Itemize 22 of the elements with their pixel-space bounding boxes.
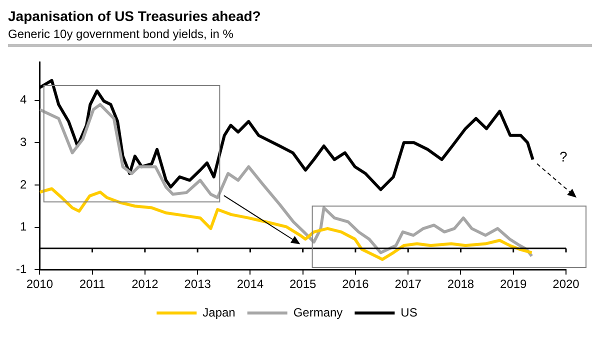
x-tick-label: 2015 xyxy=(289,277,317,292)
annotation: ? xyxy=(559,148,568,165)
y-tick-label: 1 xyxy=(20,220,27,234)
x-tick-label: 2010 xyxy=(26,277,54,292)
x-tick-label: 2013 xyxy=(184,277,212,292)
x-tick-label: 2014 xyxy=(236,277,264,292)
y-tick-label: -1 xyxy=(16,262,27,276)
x-tick-label: 2011 xyxy=(79,277,106,292)
chart-subtitle: Generic 10y government bond yields, in % xyxy=(8,27,592,47)
y-tick-label: 4 xyxy=(20,92,27,107)
legend-label: Japan xyxy=(202,305,236,320)
y-tick-label: 2 xyxy=(20,177,27,192)
legend-label: Germany xyxy=(293,305,343,320)
x-tick-label: 2020 xyxy=(552,277,580,292)
x-tick-label: 2012 xyxy=(132,277,159,292)
x-tick-label: 2016 xyxy=(342,277,370,292)
x-tick-label: 2019 xyxy=(500,277,528,292)
chart-title: Japanisation of US Treasuries ahead? xyxy=(8,8,262,24)
x-tick-label: 2017 xyxy=(394,277,422,292)
y-tick-label: 3 xyxy=(20,134,27,149)
legend-label: US xyxy=(400,305,418,320)
x-tick-label: 2018 xyxy=(447,277,474,292)
